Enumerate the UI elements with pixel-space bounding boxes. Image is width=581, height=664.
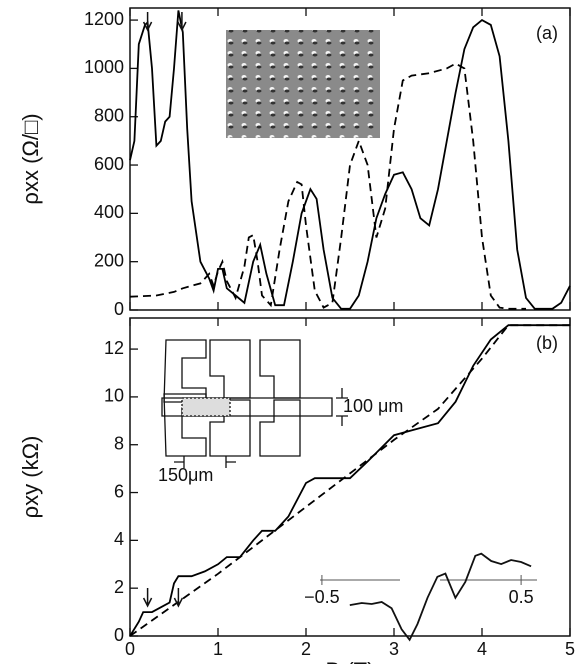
y-tick-label: 200 (94, 250, 124, 270)
y-tick-label: 0 (114, 625, 124, 645)
x-tick-label: 2 (301, 639, 311, 659)
x-tick-label: 1 (213, 639, 223, 659)
y-axis-label: ρxy (kΩ) (18, 436, 43, 519)
y-tick-label: 12 (104, 338, 124, 358)
x-tick-label: 5 (565, 639, 575, 659)
y-tick-label: 800 (94, 105, 124, 125)
inset-tick-label: −0.5 (304, 587, 340, 607)
arrow (173, 588, 184, 608)
y-tick-label: 600 (94, 154, 124, 174)
arrow (177, 12, 187, 32)
data-line (129, 62, 526, 310)
length-label: 150μm (158, 465, 213, 485)
data-line (129, 324, 570, 637)
x-tick-label: 0 (125, 639, 135, 659)
width-label: 100 μm (343, 396, 403, 416)
x-tick-label: 3 (389, 639, 399, 659)
x-tick-label: 4 (477, 639, 487, 659)
data-line (129, 324, 570, 637)
y-tick-label: 8 (114, 433, 124, 453)
arrow (142, 12, 153, 32)
data-line (129, 10, 571, 310)
x-axis-label: B (T) (326, 658, 375, 664)
inset-tick-label: 0.5 (509, 587, 534, 607)
y-tick-label: 2 (114, 577, 124, 597)
y-axis-label: ρxx (Ω/□) (18, 113, 43, 204)
y-tick-label: 1000 (84, 57, 124, 77)
y-tick-label: 10 (104, 386, 124, 406)
plot-frame (129, 317, 571, 637)
y-tick-label: 0 (114, 299, 124, 319)
y-tick-label: 1200 (84, 9, 124, 29)
device-schematic (161, 339, 348, 468)
y-tick-label: 6 (114, 481, 124, 501)
data-line (349, 552, 532, 642)
y-tick-label: 4 (114, 529, 124, 549)
panel-label: (a) (536, 23, 558, 43)
sem-inset (226, 30, 380, 138)
y-tick-label: 400 (94, 202, 124, 222)
panel-label: (b) (536, 333, 558, 353)
arrow (142, 588, 153, 608)
